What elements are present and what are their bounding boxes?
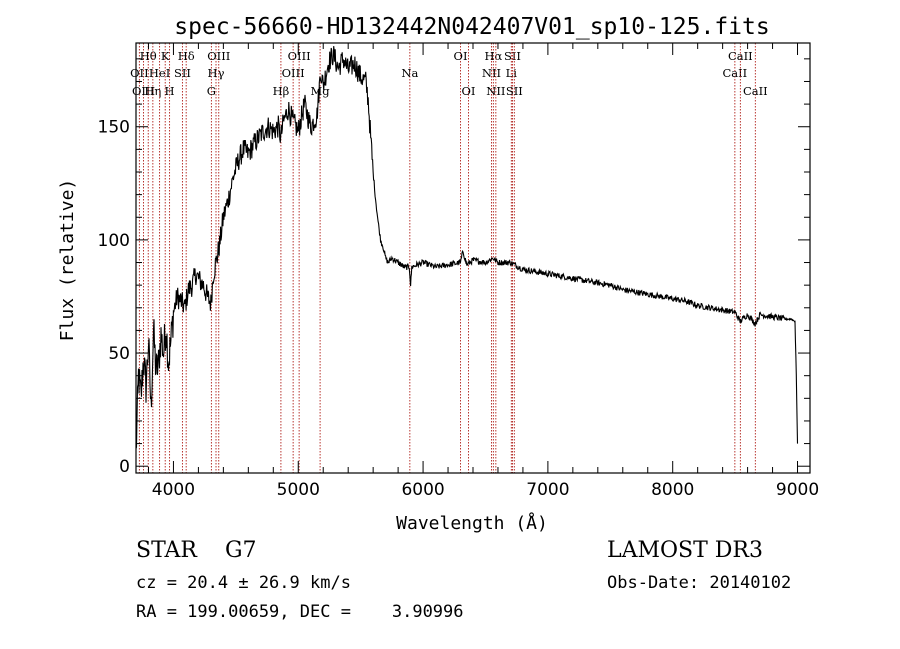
coordinates-label: RA = 199.00659, DEC = 3.90996 — [136, 602, 464, 622]
x-tick-label: 7000 — [526, 480, 569, 500]
marker-label: OIII — [132, 84, 155, 98]
x-tick-label: 8000 — [651, 480, 694, 500]
axis-ticks: 4000 5000 6000 7000 8000 9000 0 50 100 150 — [98, 43, 819, 500]
marker-label: Hδ — [178, 49, 195, 63]
y-tick-label: 150 — [98, 118, 130, 138]
marker-label: Mg — [311, 84, 331, 98]
marker-label: OII — [130, 66, 149, 80]
redshift-label: cz = 20.4 ± 26.9 km/s — [136, 573, 351, 593]
x-tick-label: 9000 — [776, 480, 819, 500]
marker-label: OIII — [207, 49, 230, 63]
marker-label: SII — [504, 49, 521, 63]
marker-label: H — [165, 84, 175, 98]
y-axis-label: Flux (relative) — [57, 179, 78, 342]
marker-label: Li — [506, 66, 518, 80]
marker-label: SII — [174, 66, 191, 80]
marker-label: NII — [486, 84, 505, 98]
marker-label: Na — [401, 66, 418, 80]
marker-label: CaII — [728, 49, 753, 63]
marker-label: OIII — [288, 49, 311, 63]
line-markers: OII OIII Hθ Hη HeI K H SII Hδ G Hγ OIII Hβ OIII OIII Mg… — [130, 43, 768, 473]
survey-label: LAMOST DR3 — [607, 538, 763, 563]
y-tick-label: 50 — [108, 344, 130, 364]
x-tick-label: 4000 — [152, 480, 195, 500]
object-class-label: STAR G7 — [136, 538, 257, 563]
marker-label: Hα — [484, 49, 502, 63]
marker-label: OI — [454, 49, 468, 63]
y-tick-label: 0 — [119, 457, 130, 477]
marker-label: OIII — [282, 66, 305, 80]
marker-label: OI — [462, 84, 476, 98]
x-axis-label: Wavelength (Å) — [396, 512, 548, 534]
marker-label: G — [207, 84, 216, 98]
marker-label: SII — [506, 84, 523, 98]
x-tick-label: 5000 — [277, 480, 320, 500]
marker-label: NII — [482, 66, 501, 80]
x-tick-label: 6000 — [401, 480, 444, 500]
spectrum-line — [135, 46, 799, 449]
marker-label: Hβ — [273, 84, 290, 98]
chart-title: spec-56660-HD132442N042407V01_sp10-125.f… — [174, 14, 769, 40]
marker-label: HeI — [149, 66, 170, 80]
marker-label: K — [161, 49, 170, 63]
marker-label: Hη — [144, 84, 161, 98]
marker-label: CaII — [722, 66, 747, 80]
obs-date-label: Obs-Date: 20140102 — [607, 573, 792, 593]
marker-label: Hγ — [208, 66, 225, 80]
marker-label: Hθ — [140, 49, 157, 63]
y-tick-label: 100 — [98, 231, 130, 251]
marker-label: CaII — [743, 84, 768, 98]
